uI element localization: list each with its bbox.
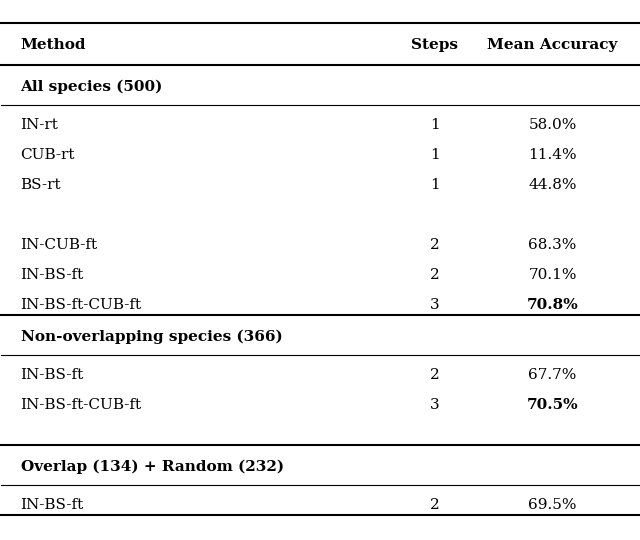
- Text: 70.8%: 70.8%: [527, 298, 579, 312]
- Text: 58.0%: 58.0%: [529, 118, 577, 132]
- Text: 70.1%: 70.1%: [529, 268, 577, 282]
- Text: 68.3%: 68.3%: [529, 238, 577, 252]
- Text: IN-CUB-ft: IN-CUB-ft: [20, 238, 98, 252]
- Text: Steps: Steps: [412, 38, 458, 52]
- Text: IN-BS-ft: IN-BS-ft: [20, 368, 84, 382]
- Text: 3: 3: [430, 398, 440, 412]
- Text: Method: Method: [20, 38, 86, 52]
- Text: IN-BS-ft: IN-BS-ft: [20, 268, 84, 282]
- Text: All species (500): All species (500): [20, 79, 163, 94]
- Text: Non-overlapping species (366): Non-overlapping species (366): [20, 329, 282, 344]
- Text: IN-BS-ft-CUB-ft: IN-BS-ft-CUB-ft: [20, 298, 141, 312]
- Text: IN-BS-ft-CUB-ft: IN-BS-ft-CUB-ft: [20, 398, 141, 412]
- Text: IN-BS-ft: IN-BS-ft: [20, 498, 84, 512]
- Text: BS-rt: BS-rt: [20, 178, 61, 192]
- Text: 70.5%: 70.5%: [527, 398, 579, 412]
- Text: Overlap (134) + Random (232): Overlap (134) + Random (232): [20, 460, 284, 474]
- Text: 2: 2: [430, 498, 440, 512]
- Text: 1: 1: [430, 118, 440, 132]
- Text: 11.4%: 11.4%: [528, 148, 577, 162]
- Text: 1: 1: [430, 148, 440, 162]
- Text: 2: 2: [430, 238, 440, 252]
- Text: 67.7%: 67.7%: [529, 368, 577, 382]
- Text: 1: 1: [430, 178, 440, 192]
- Text: 44.8%: 44.8%: [529, 178, 577, 192]
- Text: 3: 3: [430, 298, 440, 312]
- Text: 2: 2: [430, 368, 440, 382]
- Text: CUB-rt: CUB-rt: [20, 148, 75, 162]
- Text: 2: 2: [430, 268, 440, 282]
- Text: IN-rt: IN-rt: [20, 118, 58, 132]
- Text: Mean Accuracy: Mean Accuracy: [488, 38, 618, 52]
- Text: 69.5%: 69.5%: [529, 498, 577, 512]
